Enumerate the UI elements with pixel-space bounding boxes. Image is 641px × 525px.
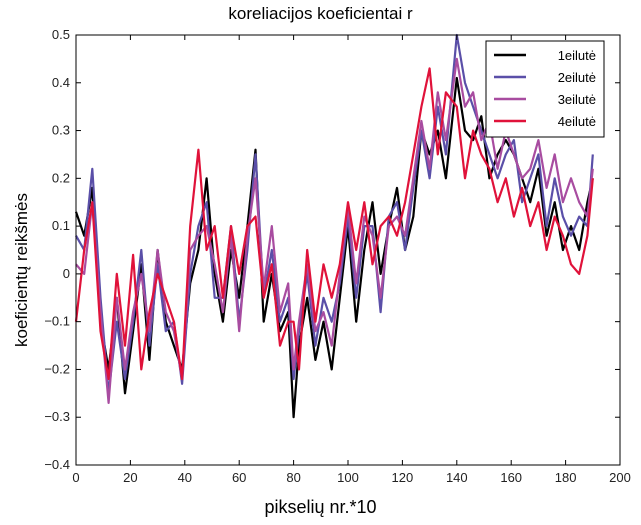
legend-label-1: 1eilutė xyxy=(558,48,596,63)
x-tick-label: 180 xyxy=(555,470,577,485)
legend-label-3: 3eilutė xyxy=(558,92,596,107)
y-tick-label: 0.5 xyxy=(52,27,70,42)
series-line-4 xyxy=(74,67,594,381)
legend: 1eilutė 2eilutė 3eilutė 4eilutė xyxy=(485,40,605,138)
x-tick-label: 160 xyxy=(500,470,522,485)
y-tick-label: 0 xyxy=(63,266,70,281)
x-tick-label: 200 xyxy=(609,470,631,485)
legend-label-4: 4eilutė xyxy=(558,114,596,129)
y-tick-label: 0.3 xyxy=(52,123,70,138)
y-tick-label: 0.2 xyxy=(52,170,70,185)
x-tick-label: 140 xyxy=(446,470,468,485)
y-tick-label: −0.3 xyxy=(44,409,70,424)
x-tick-label: 20 xyxy=(123,470,137,485)
y-tick-label: 0.1 xyxy=(52,218,70,233)
legend-label-2: 2eilutė xyxy=(558,70,596,85)
tick-layer: 0 20 40 60 80 100 120 140 160 180 200 0.5 0.4 0.3 0.2 0… xyxy=(44,27,631,485)
x-axis-label: pikselių nr.*10 xyxy=(264,497,377,517)
series-layer xyxy=(74,33,594,419)
y-axis-label: koeficientų reikšmės xyxy=(12,192,31,348)
x-tick-label: 40 xyxy=(178,470,192,485)
y-tick-label: 0.4 xyxy=(52,75,70,90)
y-tick-label: −0.2 xyxy=(44,361,70,376)
x-tick-label: 100 xyxy=(337,470,359,485)
y-tick-label: −0.4 xyxy=(44,457,70,472)
x-tick-label: 0 xyxy=(72,470,79,485)
x-tick-label: 80 xyxy=(286,470,300,485)
series-line-2 xyxy=(75,33,594,395)
x-tick-label: 60 xyxy=(232,470,246,485)
x-tick-label: 120 xyxy=(392,470,414,485)
y-tick-label: −0.1 xyxy=(44,314,70,329)
chart-title: koreliacijos koeficientai r xyxy=(228,4,413,23)
